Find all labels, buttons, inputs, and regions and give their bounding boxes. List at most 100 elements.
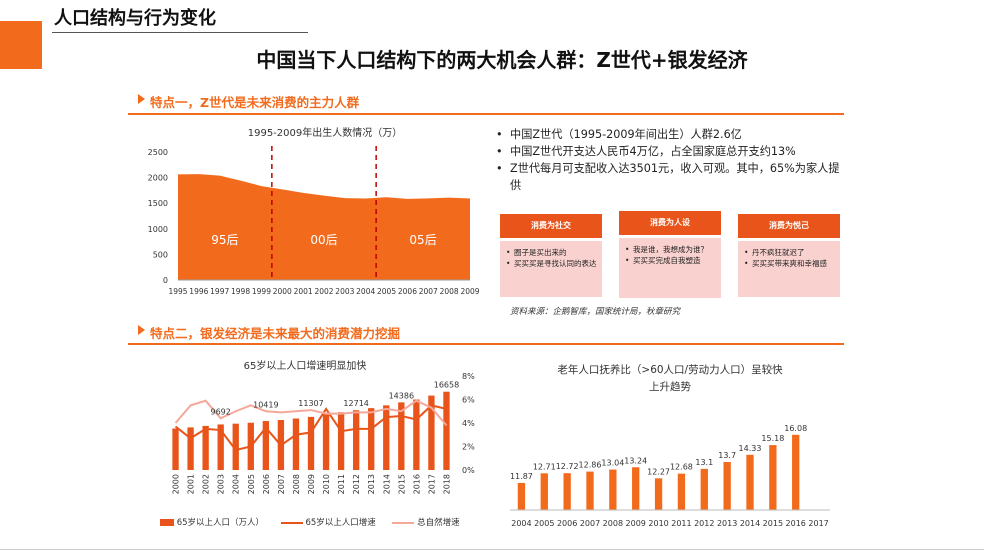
x-tick-label: 2001 xyxy=(187,474,196,494)
x-tick-label: 2016 xyxy=(786,519,806,528)
population-bar xyxy=(172,428,179,470)
x-tick-label: 2006 xyxy=(557,519,577,528)
box-item: 我是谁，我想成为谁？ xyxy=(625,244,717,255)
x-tick-label: 2009 xyxy=(307,474,316,494)
x-tick-label: 2004 xyxy=(511,519,531,528)
x-tick-label: 2008 xyxy=(292,474,301,494)
footer-divider xyxy=(0,549,984,550)
ratio-bar xyxy=(746,454,754,510)
data-label: 13.04 xyxy=(601,459,624,468)
y-tick-label: 1000 xyxy=(148,225,168,234)
data-label: 12.72 xyxy=(556,462,579,471)
population-bar xyxy=(428,395,435,470)
consumption-box-self: 消费为悦己 丹不疯狂就迟了 买买买带来爽和幸福感 xyxy=(738,214,840,297)
y2-tick-label: 4% xyxy=(462,419,475,428)
legend-line-swatch xyxy=(392,521,415,524)
z-generation-facts: 中国Z世代（1995-2009年间出生）人群2.6亿 中国Z世代开支达人民币4万… xyxy=(496,126,841,194)
x-tick-label: 2009 xyxy=(460,287,479,296)
ratio-bar xyxy=(517,482,526,510)
population-bar xyxy=(232,423,239,470)
ratio-bar xyxy=(769,445,777,510)
x-tick-label: 2006 xyxy=(262,474,271,494)
data-label: 12714 xyxy=(343,399,368,408)
data-label: 16.08 xyxy=(784,424,807,433)
x-tick-label: 2014 xyxy=(382,474,391,494)
section-header: 人口结构与行为变化 xyxy=(54,8,216,29)
section2-title: 特点二，银发经济是未来最大的消费潜力挖掘 xyxy=(150,326,401,341)
data-label: 11307 xyxy=(298,399,323,408)
chart2-elderly-population: 9692 10419 11307 12714 14386 16658 0% 2% 4% 6% 8%… xyxy=(172,372,476,494)
x-tick-label: 2010 xyxy=(322,474,331,494)
x-tick-label: 2008 xyxy=(440,287,459,296)
x-tick-label: 2001 xyxy=(294,287,313,296)
section2-marker-icon xyxy=(138,325,145,335)
x-tick-label: 2004 xyxy=(232,474,241,494)
legend-bar-swatch xyxy=(160,519,174,526)
y-tick-label: 2000 xyxy=(148,174,168,183)
x-tick-label: 2010 xyxy=(648,519,668,528)
header-divider xyxy=(52,32,308,33)
y-tick-label: 500 xyxy=(153,250,168,259)
x-tick-label: 2015 xyxy=(763,519,783,528)
x-tick-label: 1996 xyxy=(189,287,208,296)
source-note: 资料来源：企鹅智库，国家统计局，秋章研究 xyxy=(510,307,681,317)
box-body: 丹不疯狂就迟了 买买买带来爽和幸福感 xyxy=(738,241,840,297)
data-label: 10419 xyxy=(253,400,278,409)
growth-line-natural xyxy=(174,399,448,426)
population-bar xyxy=(352,410,360,470)
ratio-bar xyxy=(609,469,617,510)
population-bar xyxy=(187,427,194,470)
section1-divider xyxy=(128,113,844,115)
box-item: 买买买带来爽和幸福感 xyxy=(744,258,836,269)
section1-title: 特点一，Z世代是未来消费的主力人群 xyxy=(150,95,360,110)
data-label: 13.1 xyxy=(695,458,713,467)
x-tick-label: 2007 xyxy=(580,519,600,528)
data-label: 12.86 xyxy=(579,461,602,470)
chart3-title-line2: 上升趋势 xyxy=(649,381,691,393)
data-label: 12.27 xyxy=(647,467,670,476)
y-tick-label: 2500 xyxy=(148,148,168,157)
data-label: 12.71 xyxy=(533,462,556,471)
x-tick-label: 2007 xyxy=(277,474,286,494)
x-tick-label: 2009 xyxy=(626,519,646,528)
ratio-bar xyxy=(586,471,594,510)
box-item: 买买买完成自我塑造 xyxy=(625,255,717,266)
y2-tick-label: 0% xyxy=(462,466,475,475)
header-accent-block xyxy=(0,21,42,69)
x-tick-label: 1997 xyxy=(210,287,229,296)
box-body: 我是谁，我想成为谁？ 买买买完成自我塑造 xyxy=(619,238,721,298)
box-title: 消费为人设 xyxy=(619,211,721,235)
x-tick-label: 2003 xyxy=(335,287,354,296)
population-bar xyxy=(383,405,390,470)
data-label: 11.87 xyxy=(510,472,533,481)
fact-item: 中国Z世代开支达人民币4万亿，占全国家庭总开支约13% xyxy=(496,143,841,160)
x-tick-label: 2018 xyxy=(442,474,451,494)
y-tick-label: 1500 xyxy=(148,199,168,208)
population-bar xyxy=(398,402,405,470)
ratio-bar xyxy=(654,478,663,510)
population-bar xyxy=(368,408,375,470)
consumption-box-social: 消费为社交 圈子是买出来的 买买买是寻找认同的表达 xyxy=(500,214,602,297)
data-label: 9692 xyxy=(211,407,231,416)
chart2-legend: 65岁以上人口（万人） 65岁以上人口增速 总自然增速 xyxy=(160,516,490,528)
ratio-bar xyxy=(723,462,731,510)
x-tick-label: 2004 xyxy=(356,287,375,296)
population-bar xyxy=(202,425,209,470)
consumption-box-persona: 消费为人设 我是谁，我想成为谁？ 买买买完成自我塑造 xyxy=(619,211,721,298)
ratio-bar xyxy=(700,468,708,510)
x-tick-label: 2005 xyxy=(247,474,256,494)
band-label-00: 00后 xyxy=(310,233,337,247)
x-tick-label: 2002 xyxy=(202,474,211,494)
box-title: 消费为社交 xyxy=(500,214,602,238)
population-bar xyxy=(413,399,420,470)
y2-tick-label: 6% xyxy=(462,396,475,405)
population-bar xyxy=(337,412,345,470)
x-tick-label: 2002 xyxy=(314,287,333,296)
x-tick-label: 2014 xyxy=(740,519,760,528)
y-tick-label: 0 xyxy=(163,276,168,285)
box-item: 丹不疯狂就迟了 xyxy=(744,247,836,258)
data-label: 13.24 xyxy=(624,456,647,465)
box-title: 消费为悦己 xyxy=(738,214,840,238)
x-tick-label: 2013 xyxy=(717,519,737,528)
